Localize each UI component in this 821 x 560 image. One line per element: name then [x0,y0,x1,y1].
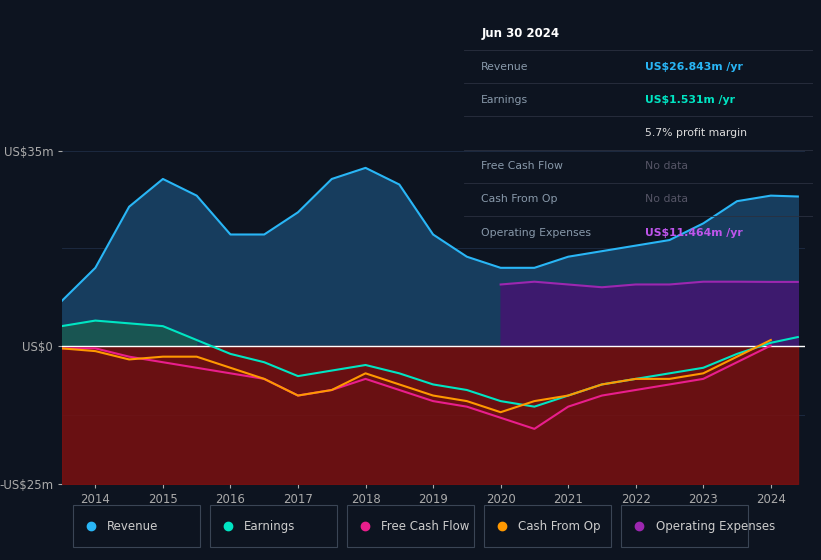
Text: Jun 30 2024: Jun 30 2024 [481,27,559,40]
Text: Revenue: Revenue [107,520,158,533]
Text: US$26.843m /yr: US$26.843m /yr [645,62,743,72]
Text: Operating Expenses: Operating Expenses [656,520,775,533]
Text: Earnings: Earnings [481,95,529,105]
Text: No data: No data [645,194,688,204]
Text: No data: No data [645,161,688,171]
Text: Free Cash Flow: Free Cash Flow [481,161,563,171]
Text: Operating Expenses: Operating Expenses [481,227,591,237]
Text: Free Cash Flow: Free Cash Flow [381,520,470,533]
Text: 5.7% profit margin: 5.7% profit margin [645,128,747,138]
Text: US$11.464m /yr: US$11.464m /yr [645,227,743,237]
Text: US$1.531m /yr: US$1.531m /yr [645,95,736,105]
Text: Revenue: Revenue [481,62,529,72]
Text: Cash From Op: Cash From Op [519,520,601,533]
Text: Earnings: Earnings [244,520,296,533]
Text: Cash From Op: Cash From Op [481,194,557,204]
